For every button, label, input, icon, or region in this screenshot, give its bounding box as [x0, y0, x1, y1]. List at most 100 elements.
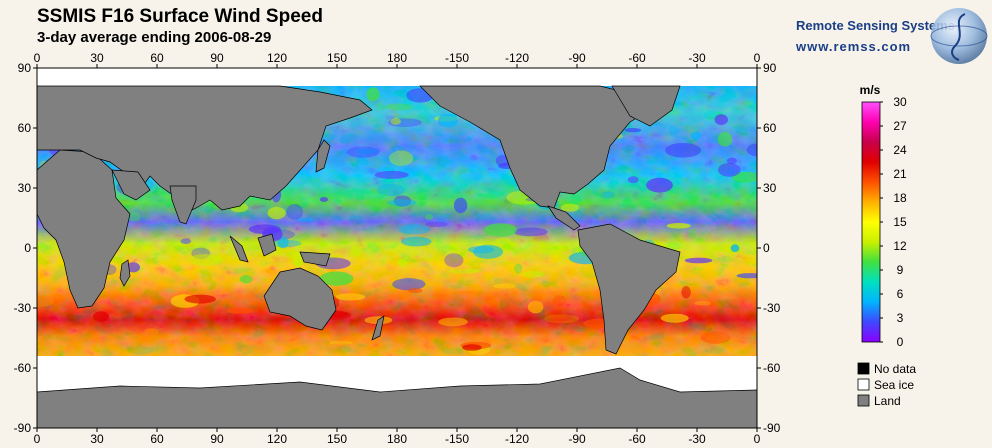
ocean-blob	[472, 244, 504, 259]
ocean-blob	[714, 114, 728, 125]
page-title: SSMIS F16 Surface Wind Speed	[37, 6, 323, 27]
land-new-zealand	[371, 315, 385, 341]
ocean-blob	[438, 317, 468, 327]
ocean-blob	[425, 221, 448, 227]
ocean-blob	[180, 238, 192, 244]
ocean-blob	[717, 163, 741, 177]
map-content	[37, 68, 757, 428]
x-tick-label-top: -30	[688, 51, 706, 65]
y-tick-label-left: -90	[14, 421, 32, 435]
x-tick-label-top: -60	[628, 51, 646, 65]
ocean-blob	[732, 171, 757, 183]
land-arabia	[111, 169, 151, 201]
ocean-blob	[730, 244, 740, 253]
colorbar-tick-label: 9	[897, 263, 904, 277]
y-tick-label-right: 30	[763, 181, 777, 195]
land-antarctica	[37, 367, 757, 428]
ocean-blob	[462, 344, 482, 351]
page-subtitle: 3-day average ending 2006-08-29	[37, 29, 272, 46]
ocean-blob	[527, 300, 544, 314]
ocean-blob	[660, 313, 689, 323]
colorbar-tick-label: 6	[897, 287, 904, 301]
ocean-blob	[374, 170, 409, 179]
ocean-blob	[717, 131, 733, 147]
ocean-blob	[356, 148, 380, 155]
ocean-blob	[365, 198, 389, 212]
ocean-blob	[726, 157, 737, 165]
y-tick-label-right: -30	[763, 301, 781, 315]
ocean-blob	[684, 257, 713, 264]
colorbar-tick-label: 12	[893, 239, 907, 253]
x-tick-label-top: 0	[754, 51, 761, 65]
ocean-blob	[746, 143, 757, 157]
ocean-blob	[267, 206, 286, 220]
x-tick-label-bottom: 0	[34, 432, 41, 446]
ocean-blob	[449, 268, 480, 274]
colorbar-tick-label: 27	[893, 119, 907, 133]
ocean-blob	[666, 223, 691, 229]
land-layer	[37, 85, 757, 428]
ocean-blob	[127, 211, 141, 222]
x-tick-label-top: 180	[387, 51, 407, 65]
colorbar-tick-label: 21	[893, 167, 907, 181]
ocean-blob	[544, 314, 580, 324]
x-tick-label-bottom: 30	[90, 432, 104, 446]
ocean-blob	[495, 237, 511, 246]
ocean-blob	[392, 278, 426, 291]
legend-swatch-sea-ice	[857, 378, 870, 391]
colorbar	[861, 101, 881, 343]
ocean-blob	[521, 270, 544, 278]
ocean-blob	[646, 177, 673, 193]
ocean-blob	[627, 176, 639, 184]
ocean-blob	[292, 251, 304, 268]
globe-icon	[930, 8, 988, 64]
x-tick-label-top: 90	[210, 51, 224, 65]
arctic-fill	[37, 68, 757, 88]
ocean-blob	[240, 275, 253, 284]
ocean-blob	[188, 254, 224, 266]
ocean-blob	[424, 214, 434, 220]
ocean-blob	[397, 258, 407, 267]
ocean-blob	[453, 197, 468, 214]
x-tick-label-top: -120	[505, 51, 529, 65]
y-tick-label-left: 90	[18, 61, 32, 75]
colorbar-tick-label: 0	[897, 335, 904, 349]
x-tick-label-bottom: 0	[754, 432, 761, 446]
ocean-blob	[319, 197, 328, 202]
y-tick-label-left: -60	[14, 361, 32, 375]
ocean-blob	[398, 224, 431, 235]
ocean-blob	[319, 271, 354, 286]
land-australia	[263, 267, 337, 331]
x-tick-label-bottom: 60	[150, 432, 164, 446]
colorbar-tick-label: 15	[893, 215, 907, 229]
x-tick-label-top: -90	[568, 51, 586, 65]
ocean-blob	[700, 331, 731, 344]
ocean-blob	[350, 244, 363, 256]
y-tick-label-right: 0	[763, 241, 770, 255]
org-url[interactable]: www.remss.com	[796, 39, 912, 54]
y-tick-label-left: 60	[18, 121, 32, 135]
ocean-blob	[329, 340, 353, 345]
ocean-blob	[226, 307, 254, 314]
ocean-blob	[736, 273, 757, 279]
rss-logo[interactable]: Remote Sensing Systems www.remss.com	[796, 8, 988, 64]
colorbar-tick-label: 18	[893, 191, 907, 205]
ocean-blob	[665, 143, 701, 158]
ocean-blob	[600, 191, 615, 199]
land-new-guinea	[299, 251, 331, 267]
map-axes: 0 0 30 30 60 60 90 90 120 120 150 150 180 180 -150 -150…	[14, 51, 781, 446]
ocean-blob	[624, 128, 642, 133]
ocean-blob	[681, 286, 691, 299]
ocean-blob	[401, 290, 413, 300]
ocean-blob	[408, 288, 423, 294]
ocean-blob	[37, 295, 55, 307]
legend: No data Sea ice Land	[857, 362, 916, 408]
y-tick-label-right: 90	[763, 61, 777, 75]
x-tick-label-bottom: 180	[387, 432, 407, 446]
ocean-blob	[493, 283, 517, 289]
legend-label-no-data: No data	[874, 362, 916, 376]
y-tick-label-right: -60	[763, 361, 781, 375]
ocean-blob	[346, 146, 380, 158]
x-tick-label-top: -150	[445, 51, 469, 65]
